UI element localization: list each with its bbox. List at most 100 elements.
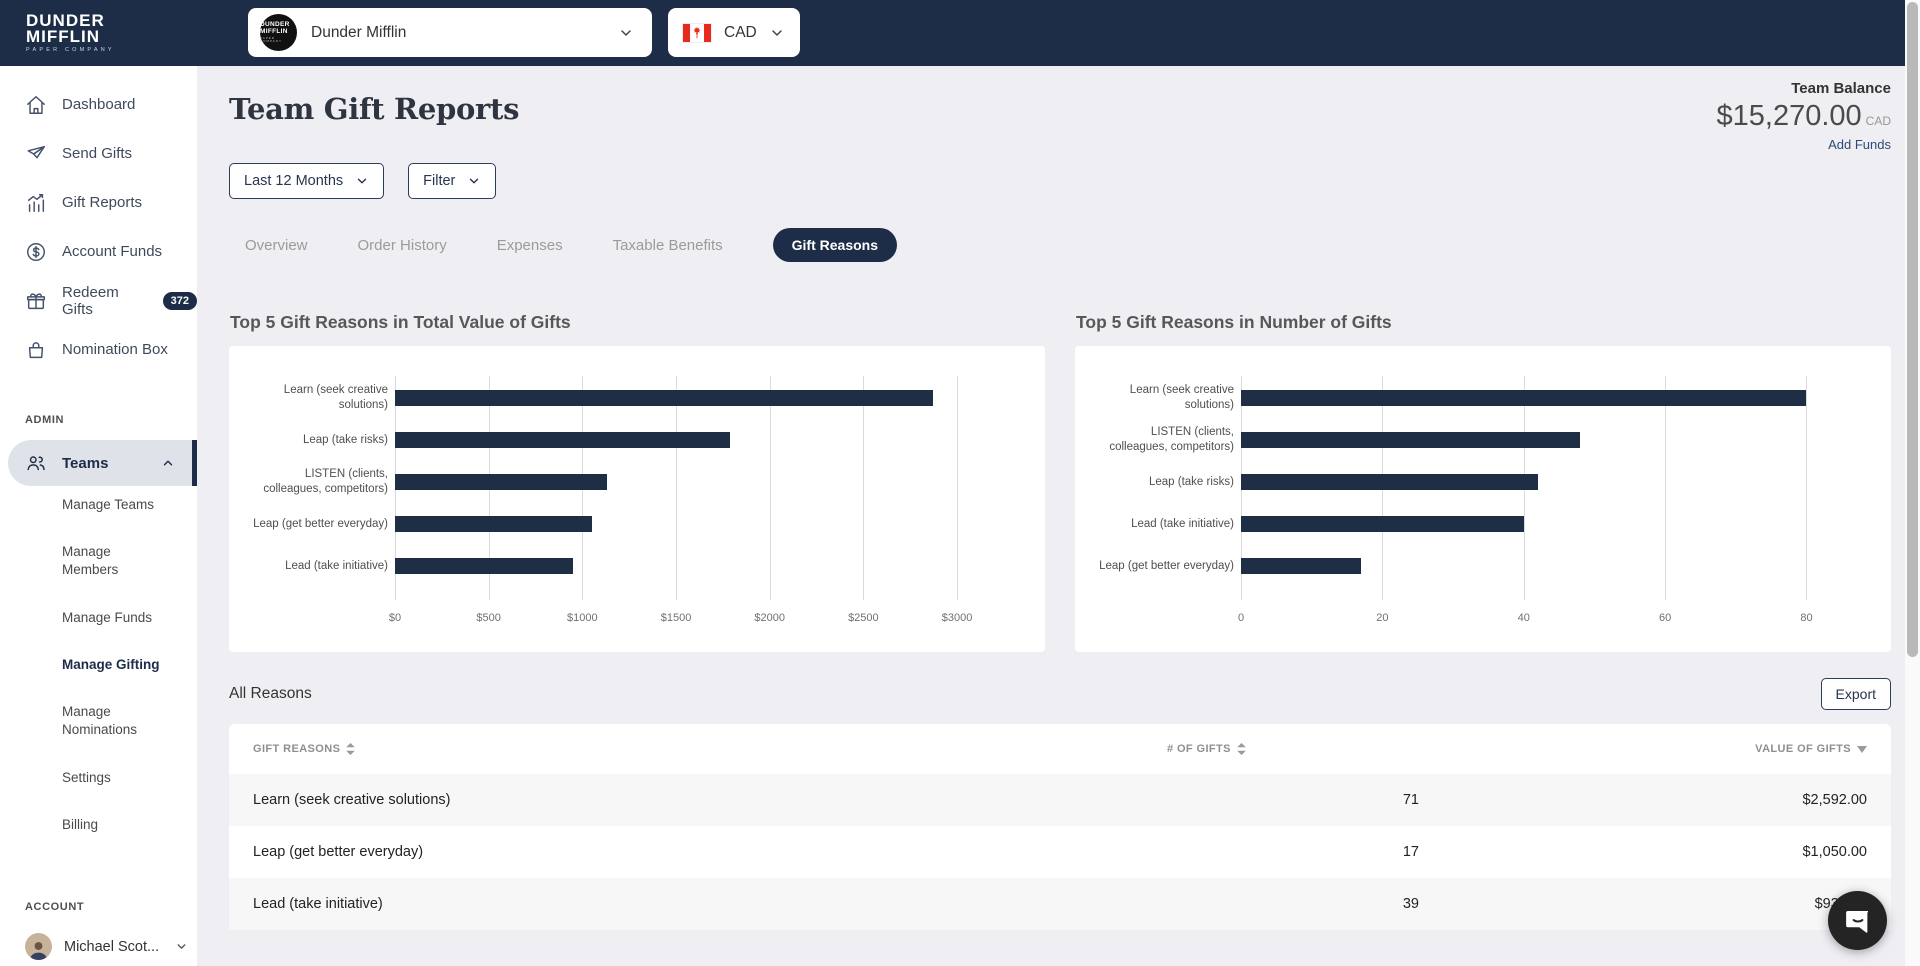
date-range-value: Last 12 Months xyxy=(244,173,344,189)
bar-leap-take-risks xyxy=(395,432,731,448)
category-label: LISTEN (clients, colleagues, competitors… xyxy=(263,468,388,495)
sidebar-subitem-manage-members[interactable]: Manage Members xyxy=(62,544,119,578)
category-label: Lead (take initiative) xyxy=(1131,517,1234,530)
bar-leap-get-better-everyday xyxy=(1241,558,1362,574)
tab-expenses[interactable]: Expenses xyxy=(496,236,563,254)
bar-chart-total-value: Learn (seek creative solutions) Leap (tak… xyxy=(229,346,1045,652)
x-axis-tick: 40 xyxy=(1517,612,1530,624)
bar-leap-take-risks xyxy=(1241,474,1538,490)
x-axis-tick: 0 xyxy=(1237,612,1245,624)
sidebar-subitem-manage-nominations[interactable]: Manage Nominations xyxy=(62,704,138,738)
sidebar-item-label: Account Funds xyxy=(62,243,163,260)
filters-row: Last 12 Months Filter xyxy=(229,163,1891,199)
cell-value-of-gifts: $2,592.00 xyxy=(1802,792,1867,808)
table-row-learn-seek-creative-solutions: Learn (seek creative solutions) 71 $2,592.… xyxy=(229,774,1891,826)
logo-line1: DUNDER xyxy=(26,10,105,30)
chevron-down-icon xyxy=(470,178,479,184)
account-menu[interactable]: Michael Scot... xyxy=(25,933,188,960)
page-scrollbar xyxy=(1905,0,1920,966)
chart-total-value: Top 5 Gift Reasons in Total Value of Gif… xyxy=(229,312,1045,652)
x-axis: $0 $500 $1000 $1500 $2000 $2500 $3000 xyxy=(389,600,1017,630)
cell-value-of-gifts: $930.00 xyxy=(1527,896,1867,912)
gridline xyxy=(769,376,771,600)
sidebar-item-teams[interactable]: Teams xyxy=(8,440,197,486)
category-label: Leap (take risks) xyxy=(1148,475,1234,488)
category-label: LISTEN (clients, colleagues, competitors… xyxy=(1109,426,1234,453)
x-axis-tick: $3000 xyxy=(941,612,973,624)
team-balance: Team Balance $15,270.00 CAD Add Funds xyxy=(1717,80,1892,152)
chat-widget-button[interactable] xyxy=(1828,891,1887,950)
date-range-dropdown[interactable]: Last 12 Months xyxy=(229,163,385,199)
cell-value-of-gifts: $1,050.00 xyxy=(1802,844,1867,860)
sidebar-item-teams-label: Teams xyxy=(62,454,109,472)
table-heading-row: All Reasons Export xyxy=(229,678,1891,710)
chart-category-labels: Learn (seek creative solutions) Leap (tak… xyxy=(253,376,395,600)
sidebar-item-label: Redeem Gifts xyxy=(62,283,119,318)
x-axis-tick: $2000 xyxy=(754,612,785,624)
filter-dropdown[interactable]: Filter xyxy=(408,163,497,199)
tab-overview[interactable]: Overview xyxy=(245,236,308,254)
home-icon xyxy=(25,94,47,116)
table-header-row: GIFT REASONS # OF GIFTS VALUE OF GIFTS xyxy=(229,724,1891,774)
table-row-leap-get-better-everyday: Leap (get better everyday) 17 $1,050.00 xyxy=(229,826,1891,878)
x-axis: 0 20 40 60 80 xyxy=(1237,600,1863,630)
table-heading: All Reasons xyxy=(229,685,312,702)
bar-learn-seek-creative-solutions xyxy=(1241,390,1807,406)
currency-selector[interactable]: CAD xyxy=(668,8,800,57)
category-label: Leap (get better everyday) xyxy=(1099,559,1234,572)
chevron-down-icon xyxy=(357,178,367,184)
chart-plot-area xyxy=(1241,376,1863,600)
tab-gift-reasons[interactable]: Gift Reasons xyxy=(772,228,898,262)
column-header-num-gifts[interactable]: # OF GIFTS xyxy=(1167,743,1527,755)
cell-num-gifts: 17 xyxy=(1402,844,1419,860)
bar-listen-clients-colleagues-competitors xyxy=(395,474,607,490)
sidebar-subitem-manage-gifting[interactable]: Manage Gifting xyxy=(62,656,160,672)
x-axis-tick: 20 xyxy=(1376,612,1389,624)
column-header-value-of-gifts[interactable]: VALUE OF GIFTS xyxy=(1527,743,1867,755)
users-icon xyxy=(25,452,47,474)
company-logo-icon: DUNDER MIFFLIN PAPER COMPANY xyxy=(260,14,297,51)
sidebar-subitem-manage-funds[interactable]: Manage Funds xyxy=(62,609,153,625)
chevron-down-icon xyxy=(175,940,188,953)
add-funds-link[interactable]: Add Funds xyxy=(1828,137,1891,152)
company-selector-value: Dunder Mifflin xyxy=(311,23,407,41)
sidebar-item-send-gifts[interactable]: Send Gifts xyxy=(0,129,197,178)
category-label: Learn (seek creative solutions) xyxy=(1129,384,1234,411)
gridline xyxy=(957,376,959,600)
sidebar-item-gift-reports[interactable]: Gift Reports xyxy=(0,178,197,227)
dollar-icon xyxy=(25,241,47,263)
canada-flag-icon xyxy=(682,22,712,43)
sidebar-subitem-settings[interactable]: Settings xyxy=(62,769,111,785)
sidebar-item-label: Gift Reports xyxy=(62,194,143,211)
gift-icon xyxy=(25,290,47,312)
account-section-label: ACCOUNT xyxy=(25,901,85,913)
sidebar-item-dashboard[interactable]: Dashboard xyxy=(0,80,197,129)
chevron-down-icon xyxy=(618,25,634,41)
export-button[interactable]: Export xyxy=(1820,678,1891,710)
bar-learn-seek-creative-solutions xyxy=(395,390,933,406)
tab-taxable-benefits[interactable]: Taxable Benefits xyxy=(612,236,723,254)
tab-order-history[interactable]: Order History xyxy=(357,236,447,254)
app-logo: DUNDER MIFFLIN PAPER COMPANY xyxy=(26,10,176,54)
cell-gift-reason: Learn (seek creative solutions) xyxy=(253,792,451,808)
scrollbar-thumb[interactable] xyxy=(1907,2,1918,657)
report-tabs: Overview Order History Expenses Taxable Ben… xyxy=(229,226,1891,264)
page-title: Team Gift Reports xyxy=(229,92,520,126)
category-label: Leap (get better everyday) xyxy=(253,517,388,530)
cell-gift-reason: Leap (get better everyday) xyxy=(253,844,424,860)
sidebar-item-nomination-box[interactable]: Nomination Box xyxy=(0,325,197,374)
sidebar-subitem-manage-teams[interactable]: Manage Teams xyxy=(62,497,155,512)
sidebar-subitem-billing[interactable]: Billing xyxy=(62,816,99,832)
sidebar-item-account-funds[interactable]: Account Funds xyxy=(0,227,197,276)
cell-gift-reason: Lead (take initiative) xyxy=(253,896,383,912)
team-balance-currency: CAD xyxy=(1865,114,1891,128)
logo-line2: MIFFLIN xyxy=(26,26,101,46)
account-user-name: Michael Scot... xyxy=(64,938,160,955)
chart-title: Top 5 Gift Reasons in Total Value of Gif… xyxy=(230,312,571,332)
team-balance-label: Team Balance xyxy=(1791,80,1891,97)
team-balance-amount: $15,270.00 CAD xyxy=(1716,100,1892,132)
sidebar-item-redeem-gifts[interactable]: Redeem Gifts 372 xyxy=(0,276,197,325)
company-selector[interactable]: DUNDER MIFFLIN PAPER COMPANY Dunder Miff… xyxy=(248,8,652,57)
bar-leap-get-better-everyday xyxy=(395,516,592,532)
column-header-gift-reasons[interactable]: GIFT REASONS xyxy=(253,743,1167,755)
